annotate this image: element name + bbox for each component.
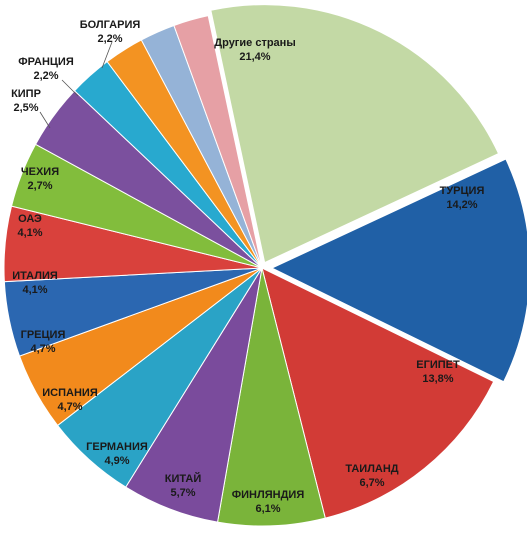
slice-label-name: ГЕРМАНИЯ	[86, 441, 148, 453]
slice-label-name: ФРАНЦИЯ	[18, 56, 74, 68]
leader-line-14	[101, 41, 113, 69]
leader-line-12	[39, 111, 51, 129]
slice-label-5: КИТАЙ 5,7%	[165, 472, 202, 499]
slice-label-value: 4,7%	[30, 343, 55, 355]
slice-label-name: ОАЭ	[18, 213, 42, 225]
slice-label-12: КИПР 2,5%	[11, 88, 41, 114]
slice-label-value: 4,1%	[17, 227, 42, 239]
slice-label-4: ФИНЛЯНДИЯ 6,1%	[232, 489, 305, 515]
slice-label-value: 4,7%	[57, 401, 82, 413]
slice-label-13: ФРАНЦИЯ 2,2%	[18, 56, 74, 82]
slice-label-value: 4,1%	[22, 284, 47, 296]
slice-label-11: ЧЕХИЯ 2,7%	[21, 166, 59, 192]
slice-label-name: КИТАЙ	[165, 472, 202, 485]
slice-label-10: ОАЭ 4,1%	[17, 213, 42, 239]
slice-label-14: БОЛГАРИЯ 2,2%	[80, 19, 141, 45]
slice-label-2: ЕГИПЕТ 13,8%	[416, 359, 460, 385]
pie-slice-14	[173, 15, 263, 269]
slice-label-name: БОЛГАРИЯ	[80, 19, 141, 31]
slice-label-value: 6,1%	[255, 503, 280, 515]
slice-label-6: ГЕРМАНИЯ 4,9%	[86, 441, 148, 467]
slice-label-value: 2,2%	[33, 70, 58, 82]
pie-slice-2	[261, 267, 495, 519]
slice-label-name: ЕГИПЕТ	[416, 359, 460, 371]
slice-label-value: 2,5%	[13, 102, 38, 114]
slice-label-name: ТАИЛАНД	[345, 463, 398, 475]
slice-label-name: Другие страны	[214, 37, 295, 49]
slice-label-value: 5,7%	[170, 487, 195, 499]
slice-label-value: 14,2%	[446, 199, 477, 211]
pie-slices	[3, 4, 527, 527]
pie-slice-3	[216, 267, 326, 527]
slice-label-value: 2,2%	[97, 33, 122, 45]
slice-label-name: ФИНЛЯНДИЯ	[232, 489, 305, 501]
slice-label-name: ИСПАНИЯ	[42, 387, 98, 399]
slice-label-name: ИТАЛИЯ	[12, 270, 58, 282]
slice-label-value: 2,7%	[27, 180, 52, 192]
slice-label-name: ТУРЦИЯ	[440, 185, 485, 197]
slice-label-8: ГРЕЦИЯ 4,7%	[21, 329, 66, 355]
slice-label-value: 6,7%	[359, 477, 384, 489]
slice-label-value: 21,4%	[239, 51, 270, 63]
pie-slice-1	[270, 158, 527, 383]
slice-label-name: ГРЕЦИЯ	[21, 329, 66, 341]
slice-label-name: КИПР	[11, 88, 41, 100]
slice-label-9: ИТАЛИЯ 4,1%	[12, 270, 58, 296]
slice-label-7: ИСПАНИЯ 4,7%	[42, 387, 98, 413]
label-leaders	[39, 41, 113, 129]
slice-label-1: ТУРЦИЯ 14,2%	[440, 185, 485, 211]
slice-label-3: ТАИЛАНД 6,7%	[345, 463, 398, 489]
pie-slice-15	[210, 4, 500, 264]
slice-label-name: ЧЕХИЯ	[21, 166, 59, 178]
slice-labels: ТУРЦИЯ 14,2% ЕГИПЕТ 13,8% ТАИЛАНД 6,7% ФИНЛЯНД…	[11, 19, 484, 515]
slice-label-15: Другие страны 21,4%	[214, 37, 295, 63]
leader-line-13	[61, 79, 79, 97]
slice-label-value: 13,8%	[422, 373, 453, 385]
slice-label-value: 4,9%	[104, 455, 129, 467]
